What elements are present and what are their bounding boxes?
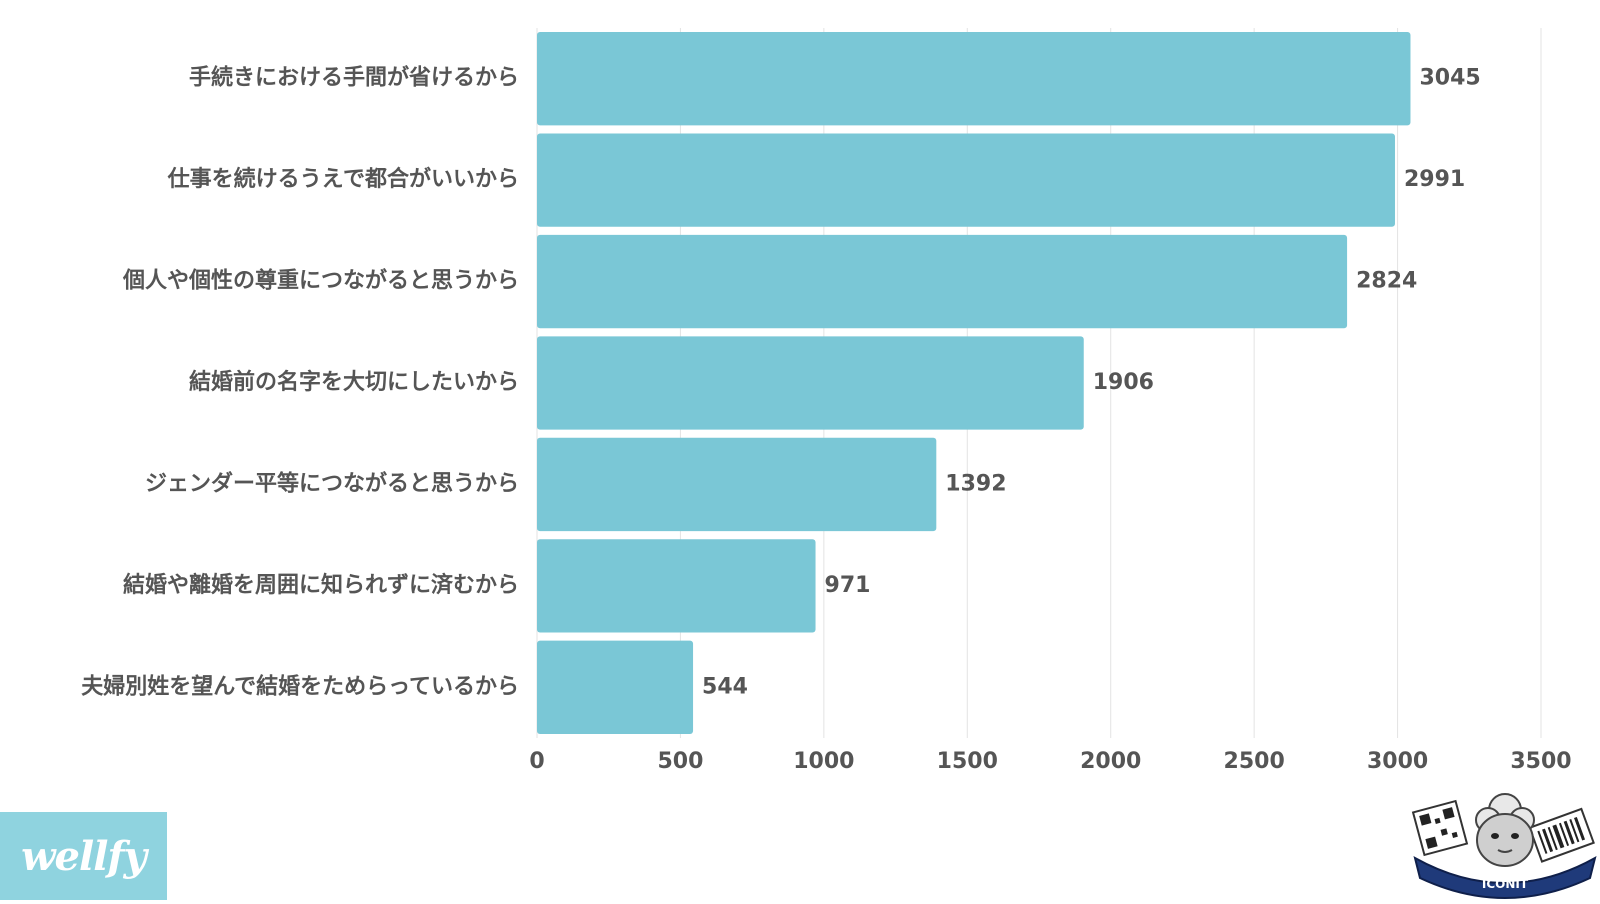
category-label: 手続きにおける手間が省けるから xyxy=(189,65,519,91)
iconit-logo-text: ICONIT xyxy=(1482,877,1529,891)
value-labels: 3045 2991 2824 1906 1392 971 544 xyxy=(702,66,1481,700)
x-tick-label: 2500 xyxy=(1224,749,1285,774)
value-label: 2824 xyxy=(1356,269,1417,294)
category-label: 夫婦別姓を望んで結婚をためらっているから xyxy=(81,673,519,699)
value-label: 2991 xyxy=(1404,167,1465,192)
x-tick-label: 3000 xyxy=(1367,749,1428,774)
x-tick-label: 3500 xyxy=(1510,749,1571,774)
category-labels: 手続きにおける手間が省けるから仕事を続けるうえで都合がいいから個人や個性の尊重に… xyxy=(81,65,519,700)
x-tick-label: 1500 xyxy=(937,749,998,774)
wellfy-logo-text: wellfy xyxy=(21,832,147,880)
x-tick-label: 1000 xyxy=(793,749,854,774)
value-label: 544 xyxy=(702,674,748,699)
value-label: 971 xyxy=(825,573,871,598)
value-label: 3045 xyxy=(1419,66,1480,91)
bar xyxy=(537,640,694,734)
category-label: ジェンダー平等につながると思うから xyxy=(145,470,519,496)
bars xyxy=(537,32,1411,734)
bar xyxy=(537,336,1084,430)
value-label: 1392 xyxy=(945,471,1006,496)
x-axis-ticks: 0 500 1000 1500 2000 2500 3000 3500 xyxy=(529,749,1571,774)
bar xyxy=(537,32,1411,126)
category-label: 仕事を続けるうえで都合がいいから xyxy=(167,166,519,192)
value-label: 1906 xyxy=(1093,370,1154,395)
bar xyxy=(537,234,1348,329)
wellfy-logo: wellfy xyxy=(0,812,167,900)
x-tick-label: 2000 xyxy=(1080,749,1141,774)
bar xyxy=(537,437,937,532)
bar xyxy=(537,133,1395,227)
bar-chart: 手続きにおける手間が省けるから仕事を続けるうえで都合がいいから個人や個性の尊重に… xyxy=(81,28,1572,774)
category-label: 結婚前の名字を大切にしたいから xyxy=(189,369,519,395)
x-tick-label: 500 xyxy=(657,749,703,774)
iconit-logo: ICONIT xyxy=(1410,788,1600,900)
category-label: 個人や個性の尊重につながると思うから xyxy=(122,268,519,294)
x-tick-label: 0 xyxy=(529,749,544,774)
category-label: 結婚や離婚を周囲に知られずに済むから xyxy=(123,572,519,598)
bar xyxy=(537,539,816,633)
